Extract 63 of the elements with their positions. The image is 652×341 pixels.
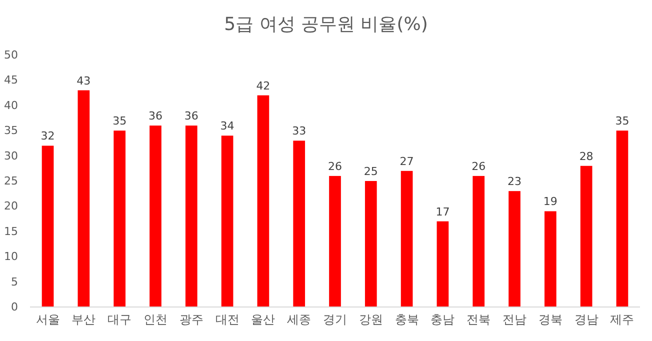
x-tick-label: 경남 [574,312,598,327]
y-tick-label: 50 [4,48,18,62]
y-tick-label: 5 [11,275,18,288]
x-tick-label: 인천 [143,312,168,327]
data-label: 28 [579,150,594,163]
y-tick-label: 0 [11,300,18,314]
x-tick-label: 부산 [72,312,96,327]
bar [436,221,449,307]
data-label: 23 [508,175,522,188]
x-tick-label: 울산 [251,312,276,327]
bar [78,90,90,307]
x-tick-label: 세종 [287,312,312,327]
x-tick-label: 전북 [466,312,491,327]
bar [364,181,377,307]
data-label: 32 [40,130,55,143]
data-label: 33 [292,124,306,138]
bar [293,140,306,307]
x-tick-label: 광주 [179,312,204,327]
data-label: 36 [184,110,198,123]
bar [114,130,126,307]
bar [257,95,270,307]
bar [185,126,198,307]
bar [42,146,54,307]
bar [580,166,592,307]
y-tick-label: 40 [4,98,18,112]
data-label: 35 [112,114,127,128]
x-tick-label: 서울 [36,312,60,327]
data-label: 27 [400,154,414,168]
chart-title: 5급 여성 공무원 비율(%) [224,14,428,35]
bar [150,126,162,307]
bar [508,191,520,307]
data-label: 43 [76,74,91,88]
x-tick-label: 경북 [538,312,562,327]
bar [400,170,413,307]
y-tick-label: 20 [4,200,18,213]
data-label: 25 [364,165,378,178]
data-label: 26 [472,160,486,173]
y-tick-label: 35 [4,124,18,138]
data-label: 19 [543,195,558,208]
y-tick-label: 25 [4,174,18,188]
x-tick-label: 대구 [108,312,132,327]
y-tick-label: 10 [4,250,18,264]
data-label: 17 [436,205,450,218]
bar [221,136,234,307]
data-label: 36 [148,110,162,123]
y-tick-label: 15 [4,224,18,238]
x-tick-label: 제주 [610,312,634,327]
y-tick-label: 45 [4,74,18,87]
data-label: 26 [328,160,342,173]
x-tick-label: 충남 [430,312,455,327]
bar [472,176,485,307]
data-label: 34 [220,120,234,133]
y-tick-label: 30 [4,149,18,162]
bar [329,176,341,307]
x-tick-label: 전남 [502,312,527,327]
x-tick-label: 강원 [358,312,383,327]
bar [544,211,556,307]
data-label: 35 [615,114,630,128]
x-tick-label: 경기 [323,312,347,327]
x-tick-label: 충북 [394,312,419,327]
data-label: 42 [256,79,270,92]
x-tick-label: 대전 [215,312,240,327]
bar [616,130,628,307]
